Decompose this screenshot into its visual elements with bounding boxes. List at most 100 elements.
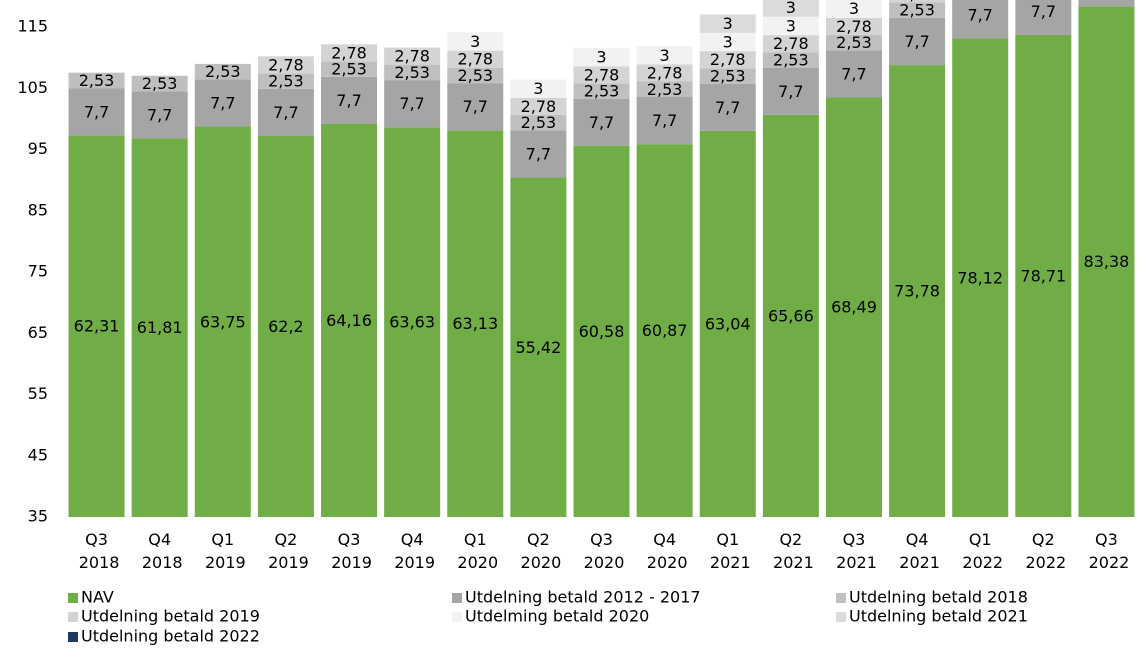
data-label: 7,7 xyxy=(1031,2,1056,21)
y-tick-label: 105 xyxy=(17,78,48,97)
bar-segment xyxy=(384,127,441,518)
data-label: 2,53 xyxy=(457,66,493,85)
data-label: 61,81 xyxy=(137,318,183,337)
bar-segment xyxy=(68,88,125,136)
data-label: 7,7 xyxy=(715,98,740,117)
bar-segment xyxy=(889,0,946,3)
legend-label: Utdelning betald 2018 xyxy=(849,588,1028,607)
x-tick-label: Q2 2019 xyxy=(263,530,309,572)
bar-segment xyxy=(1015,34,1072,518)
data-label: 7,7 xyxy=(147,105,172,124)
data-label: 7,7 xyxy=(84,102,109,121)
data-label: 2,53 xyxy=(205,62,241,81)
data-label: 2,78 xyxy=(457,50,493,69)
data-label: 7,7 xyxy=(967,5,992,24)
data-label: 65,66 xyxy=(768,306,814,325)
x-tick-label: Q1 2022 xyxy=(957,530,1003,572)
data-label: 63,13 xyxy=(452,314,498,333)
y-tick-label: 95 xyxy=(28,139,48,158)
bar-segment xyxy=(510,130,567,178)
data-label: 7,7 xyxy=(273,103,298,122)
bar-segment xyxy=(762,67,819,115)
bar-segment xyxy=(636,81,693,98)
bar-segment xyxy=(636,144,693,517)
bar-segment xyxy=(573,98,630,146)
bar-segment xyxy=(889,65,946,517)
legend-label: NAV xyxy=(81,588,114,607)
bar-segment xyxy=(825,97,882,517)
bar-segment xyxy=(825,50,882,98)
bar-segment xyxy=(194,126,251,517)
bar-segment xyxy=(321,76,378,125)
bar-segment xyxy=(1015,0,1072,35)
y-tick-label: 65 xyxy=(28,323,48,342)
data-label: 2,53 xyxy=(268,72,304,91)
data-label: 7,7 xyxy=(904,32,929,51)
bar-segment xyxy=(573,83,630,99)
bar-segment xyxy=(321,124,378,518)
data-label: 55,42 xyxy=(515,338,561,357)
bar-segment xyxy=(447,130,504,518)
bar-segment xyxy=(573,145,630,517)
data-label: 63,04 xyxy=(705,314,751,333)
bar-segment xyxy=(952,38,1009,517)
data-label: 3 xyxy=(533,79,543,98)
data-label: 2,78 xyxy=(710,50,746,69)
x-tick-label: Q3 2021 xyxy=(831,530,877,572)
x-tick-label: Q3 2019 xyxy=(326,530,372,572)
data-label: 2,78 xyxy=(647,63,683,82)
legend-swatch xyxy=(68,612,78,622)
data-label: 2,78 xyxy=(394,47,430,66)
bar-segment xyxy=(889,2,946,18)
y-tick-label: 35 xyxy=(28,507,48,526)
x-tick-label: Q4 2019 xyxy=(389,530,435,572)
data-label: 2,53 xyxy=(899,1,935,20)
legend-label: Utdelning betald 2019 xyxy=(81,607,260,626)
data-label: 3 xyxy=(849,0,859,18)
bar-segment xyxy=(194,63,251,80)
data-label: 2,78 xyxy=(584,65,620,84)
data-label: 60,87 xyxy=(642,321,688,340)
data-label: 2,53 xyxy=(647,80,683,99)
x-tick-label: Q4 2018 xyxy=(137,530,183,572)
legend-label: Utdelning betald 2021 xyxy=(849,607,1028,626)
data-label: 63,75 xyxy=(200,312,246,331)
bar-segment xyxy=(510,177,567,518)
data-label: 7,7 xyxy=(399,94,424,113)
data-label: 73,78 xyxy=(894,282,940,301)
bar-segment xyxy=(762,52,819,68)
x-tick-label: Q2 2021 xyxy=(768,530,814,572)
bar-segment xyxy=(699,51,756,69)
data-label: 2,53 xyxy=(394,63,430,82)
bar-segment xyxy=(573,66,630,84)
data-label: 2,78 xyxy=(521,97,557,116)
data-label: 7,7 xyxy=(210,93,235,112)
data-label: 78,71 xyxy=(1020,266,1066,285)
bar-segment xyxy=(384,64,441,81)
legend-label: Utdelming betald 2020 xyxy=(465,607,649,626)
data-label: 3 xyxy=(786,16,796,35)
bar-segment xyxy=(699,83,756,131)
data-label: 3 xyxy=(470,32,480,51)
data-label: 2,53 xyxy=(331,60,367,79)
bar-segment xyxy=(131,91,188,139)
data-label: 2,53 xyxy=(142,74,178,93)
bar-segment xyxy=(825,34,882,51)
bar-segment xyxy=(636,46,693,65)
data-label: 3 xyxy=(723,14,733,33)
bar-segment xyxy=(699,130,756,517)
bar-segment xyxy=(762,35,819,53)
x-tick-label: Q3 2018 xyxy=(74,530,120,572)
data-label: 78,12 xyxy=(957,268,1003,287)
data-label: 3 xyxy=(786,0,796,17)
bar-segment xyxy=(194,79,251,127)
y-tick-label: 55 xyxy=(28,384,48,403)
x-tick-label: Q1 2021 xyxy=(705,530,751,572)
bar-segment xyxy=(68,72,125,89)
legend-swatch xyxy=(836,593,846,603)
bar-segment xyxy=(257,73,314,89)
data-label: 2,53 xyxy=(79,71,115,90)
bar-segment xyxy=(699,14,756,33)
legend-swatch xyxy=(452,593,462,603)
data-label: 2,53 xyxy=(773,50,809,69)
